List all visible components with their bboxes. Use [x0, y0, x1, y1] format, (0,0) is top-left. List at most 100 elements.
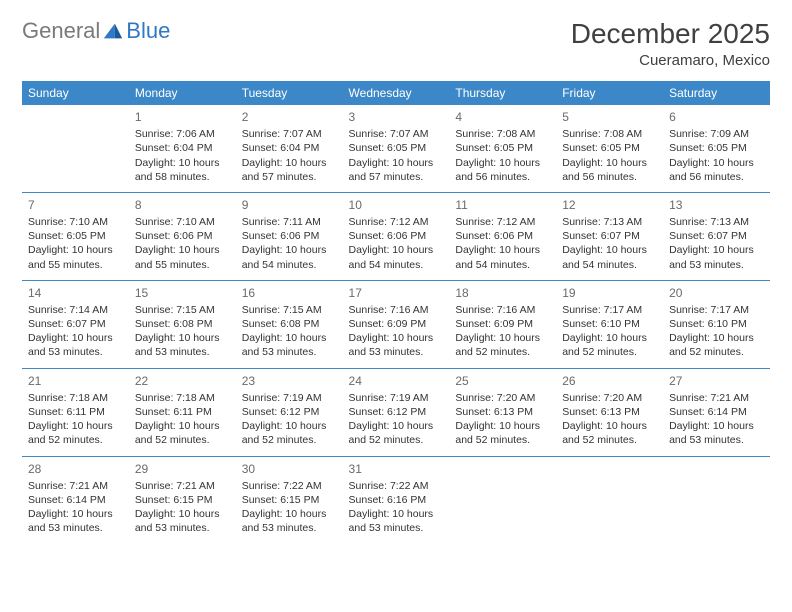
sunset-line: Sunset: 6:05 PM: [562, 141, 657, 155]
calendar-cell: 27Sunrise: 7:21 AMSunset: 6:14 PMDayligh…: [663, 368, 770, 456]
sunrise-line: Sunrise: 7:20 AM: [455, 391, 550, 405]
day-number: 5: [562, 109, 657, 125]
logo-text-general: General: [22, 18, 100, 44]
calendar-cell: 18Sunrise: 7:16 AMSunset: 6:09 PMDayligh…: [449, 280, 556, 368]
calendar-cell: 7Sunrise: 7:10 AMSunset: 6:05 PMDaylight…: [22, 192, 129, 280]
sunrise-line: Sunrise: 7:12 AM: [349, 215, 444, 229]
sunset-line: Sunset: 6:15 PM: [242, 493, 337, 507]
calendar-cell: 30Sunrise: 7:22 AMSunset: 6:15 PMDayligh…: [236, 456, 343, 543]
day-number: 7: [28, 197, 123, 213]
sunset-line: Sunset: 6:08 PM: [135, 317, 230, 331]
calendar-cell: 10Sunrise: 7:12 AMSunset: 6:06 PMDayligh…: [343, 192, 450, 280]
calendar-cell: 6Sunrise: 7:09 AMSunset: 6:05 PMDaylight…: [663, 105, 770, 192]
sunset-line: Sunset: 6:15 PM: [135, 493, 230, 507]
sunrise-line: Sunrise: 7:16 AM: [349, 303, 444, 317]
sunrise-line: Sunrise: 7:21 AM: [669, 391, 764, 405]
sunset-line: Sunset: 6:04 PM: [135, 141, 230, 155]
sunset-line: Sunset: 6:06 PM: [242, 229, 337, 243]
daylight-line: Daylight: 10 hours and 56 minutes.: [562, 156, 657, 184]
sunrise-line: Sunrise: 7:13 AM: [562, 215, 657, 229]
day-number: 8: [135, 197, 230, 213]
sunset-line: Sunset: 6:08 PM: [242, 317, 337, 331]
sunrise-line: Sunrise: 7:06 AM: [135, 127, 230, 141]
sunset-line: Sunset: 6:14 PM: [28, 493, 123, 507]
calendar-cell: 5Sunrise: 7:08 AMSunset: 6:05 PMDaylight…: [556, 105, 663, 192]
sunrise-line: Sunrise: 7:18 AM: [135, 391, 230, 405]
header: General Blue December 2025 Cueramaro, Me…: [22, 18, 770, 69]
sunset-line: Sunset: 6:14 PM: [669, 405, 764, 419]
day-number: 26: [562, 373, 657, 389]
calendar-week-row: 21Sunrise: 7:18 AMSunset: 6:11 PMDayligh…: [22, 368, 770, 456]
calendar-week-row: 14Sunrise: 7:14 AMSunset: 6:07 PMDayligh…: [22, 280, 770, 368]
sunrise-line: Sunrise: 7:22 AM: [349, 479, 444, 493]
calendar-week-row: 7 Sunrise: 7:10 AMSunset: 6:05 PM Daylight…: [22, 192, 770, 280]
daylight-line: Daylight: 10 hours and 53 minutes.: [28, 507, 123, 535]
calendar-cell: 12Sunrise: 7:13 AMSunset: 6:07 PMDayligh…: [556, 192, 663, 280]
sunrise-line: Sunrise: 7:08 AM: [455, 127, 550, 141]
sunset-line: Sunset: 6:06 PM: [135, 229, 230, 243]
day-number: 19: [562, 285, 657, 301]
sunset-line: Sunset: 6:07 PM: [669, 229, 764, 243]
day-header: Sunday: [22, 81, 129, 105]
daylight-line: Daylight: 10 hours and 52 minutes.: [242, 419, 337, 447]
logo-triangle-icon: [102, 20, 124, 42]
day-number: 3: [349, 109, 444, 125]
sunrise-line: Sunrise: 7:19 AM: [349, 391, 444, 405]
calendar-cell: 17Sunrise: 7:16 AMSunset: 6:09 PMDayligh…: [343, 280, 450, 368]
daylight-line: Daylight: 10 hours and 53 minutes.: [669, 243, 764, 271]
calendar-cell: 8Sunrise: 7:10 AMSunset: 6:06 PMDaylight…: [129, 192, 236, 280]
calendar-cell: 21Sunrise: 7:18 AMSunset: 6:11 PMDayligh…: [22, 368, 129, 456]
day-number: 24: [349, 373, 444, 389]
daylight-line: Daylight: 10 hours and 52 minutes.: [562, 419, 657, 447]
sunset-line: Sunset: 6:16 PM: [349, 493, 444, 507]
sunset-line: Sunset: 6:05 PM: [28, 229, 123, 243]
sunset-line: Sunset: 6:05 PM: [669, 141, 764, 155]
daylight-line: Daylight: 10 hours and 54 minutes.: [349, 243, 444, 271]
day-number: 21: [28, 373, 123, 389]
sunrise-line: Sunrise: 7:17 AM: [562, 303, 657, 317]
sunset-line: Sunset: 6:09 PM: [455, 317, 550, 331]
month-title: December 2025: [571, 18, 770, 50]
calendar-cell: 9Sunrise: 7:11 AMSunset: 6:06 PMDaylight…: [236, 192, 343, 280]
day-number: 28: [28, 461, 123, 477]
calendar-cell: 22Sunrise: 7:18 AMSunset: 6:11 PMDayligh…: [129, 368, 236, 456]
calendar-cell: 2Sunrise: 7:07 AMSunset: 6:04 PMDaylight…: [236, 105, 343, 192]
daylight-line: Daylight: 10 hours and 52 minutes.: [28, 419, 123, 447]
calendar-cell: 15Sunrise: 7:15 AMSunset: 6:08 PMDayligh…: [129, 280, 236, 368]
sunset-line: Sunset: 6:13 PM: [562, 405, 657, 419]
calendar-cell: 11Sunrise: 7:12 AMSunset: 6:06 PMDayligh…: [449, 192, 556, 280]
sunset-line: Sunset: 6:09 PM: [349, 317, 444, 331]
sunset-line: Sunset: 6:13 PM: [455, 405, 550, 419]
sunrise-line: Sunrise: 7:20 AM: [562, 391, 657, 405]
daylight-line: Daylight: 10 hours and 54 minutes.: [242, 243, 337, 271]
sunrise-line: Sunrise: 7:18 AM: [28, 391, 123, 405]
sunrise-line: Sunrise: 7:09 AM: [669, 127, 764, 141]
calendar-cell: 4Sunrise: 7:08 AMSunset: 6:05 PMDaylight…: [449, 105, 556, 192]
daylight-line: Daylight: 10 hours and 53 minutes.: [28, 331, 123, 359]
sunrise-line: Sunrise: 7:19 AM: [242, 391, 337, 405]
daylight-line: Daylight: 10 hours and 56 minutes.: [669, 156, 764, 184]
sunset-line: Sunset: 6:07 PM: [28, 317, 123, 331]
sunrise-line: Sunrise: 7:10 AM: [28, 215, 123, 229]
daylight-line: Daylight: 10 hours and 52 minutes.: [455, 419, 550, 447]
daylight-line: Daylight: 10 hours and 52 minutes.: [669, 331, 764, 359]
day-number: 9: [242, 197, 337, 213]
daylight-line: Daylight: 10 hours and 52 minutes.: [135, 419, 230, 447]
sunrise-line: Sunrise: 7:14 AM: [28, 303, 123, 317]
sunset-line: Sunset: 6:05 PM: [349, 141, 444, 155]
day-number: 27: [669, 373, 764, 389]
day-number: 30: [242, 461, 337, 477]
day-number: 10: [349, 197, 444, 213]
day-number: 14: [28, 285, 123, 301]
calendar-cell: 29Sunrise: 7:21 AMSunset: 6:15 PMDayligh…: [129, 456, 236, 543]
logo-text-blue: Blue: [126, 18, 170, 44]
sunrise-line: Sunrise: 7:07 AM: [242, 127, 337, 141]
calendar-table: SundayMondayTuesdayWednesdayThursdayFrid…: [22, 81, 770, 543]
logo: General Blue: [22, 18, 170, 44]
calendar-cell: 16Sunrise: 7:15 AMSunset: 6:08 PMDayligh…: [236, 280, 343, 368]
day-number: 29: [135, 461, 230, 477]
sunset-line: Sunset: 6:04 PM: [242, 141, 337, 155]
day-header: Monday: [129, 81, 236, 105]
day-number: 11: [455, 197, 550, 213]
daylight-line: Daylight: 10 hours and 54 minutes.: [562, 243, 657, 271]
